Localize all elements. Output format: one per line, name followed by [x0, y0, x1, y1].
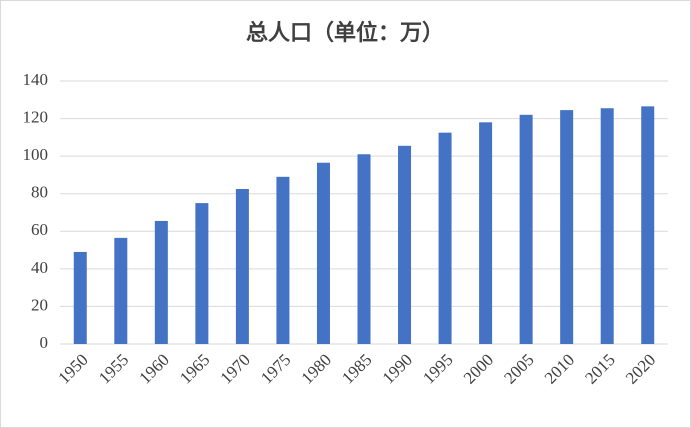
bar: [276, 176, 290, 344]
bar: [195, 203, 209, 344]
bar: [73, 251, 87, 344]
y-tick-label: 140: [23, 70, 49, 89]
bar: [154, 220, 168, 344]
y-tick-label: 20: [31, 295, 48, 314]
y-tick-label: 80: [31, 183, 48, 202]
y-tick-label: 60: [31, 220, 48, 239]
y-tick-label: 0: [40, 333, 49, 352]
bar: [519, 114, 533, 344]
y-tick-label: 120: [23, 107, 49, 126]
bar: [479, 122, 493, 344]
bar: [641, 106, 655, 344]
bar: [600, 108, 614, 344]
bar: [560, 110, 574, 344]
bar: [398, 145, 412, 344]
y-tick-label: 100: [23, 145, 49, 164]
bar: [235, 189, 249, 344]
y-tick-label: 40: [31, 258, 48, 277]
bar: [114, 237, 128, 344]
bar: [316, 162, 330, 344]
bar: [357, 154, 371, 344]
bar: [438, 132, 452, 344]
chart-title: 总人口（单位：万）: [246, 20, 444, 46]
